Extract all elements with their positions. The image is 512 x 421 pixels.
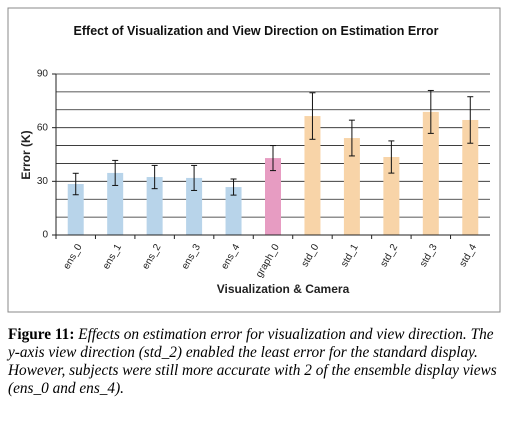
error-bar xyxy=(388,140,395,174)
error-bar xyxy=(427,89,434,134)
x-axis-title: Visualization & Camera xyxy=(217,282,350,296)
bar xyxy=(146,177,163,235)
y-tick-label: 60 xyxy=(37,122,49,133)
error-bar xyxy=(72,172,79,196)
bar xyxy=(225,187,242,235)
y-tick-label: 30 xyxy=(37,176,49,187)
y-tick-label: 0 xyxy=(42,230,48,241)
bar xyxy=(67,184,84,235)
caption-label: Figure 11: xyxy=(8,326,75,343)
bar xyxy=(186,177,203,235)
bar xyxy=(107,172,124,235)
chart-frame xyxy=(7,7,501,313)
y-axis-title: Error (K) xyxy=(19,130,33,179)
error-bar xyxy=(191,164,198,191)
bar xyxy=(304,116,321,235)
y-tick-label: 90 xyxy=(37,69,49,80)
error-bar xyxy=(467,96,474,144)
bar xyxy=(462,119,479,235)
bar xyxy=(422,111,439,235)
error-bar xyxy=(230,178,237,196)
bar xyxy=(265,158,281,235)
error-bar xyxy=(112,159,119,186)
caption-text: Effects on estimation error for visualiz… xyxy=(8,326,497,397)
error-bar xyxy=(348,119,355,157)
figure-caption: Figure 11: Effects on estimation error f… xyxy=(8,326,504,398)
error-bar xyxy=(270,145,276,172)
error-bar xyxy=(151,164,158,190)
error-bar xyxy=(309,92,316,140)
chart-title: Effect of Visualization and View Directi… xyxy=(73,24,439,38)
bar xyxy=(343,138,360,235)
bar xyxy=(383,157,400,235)
